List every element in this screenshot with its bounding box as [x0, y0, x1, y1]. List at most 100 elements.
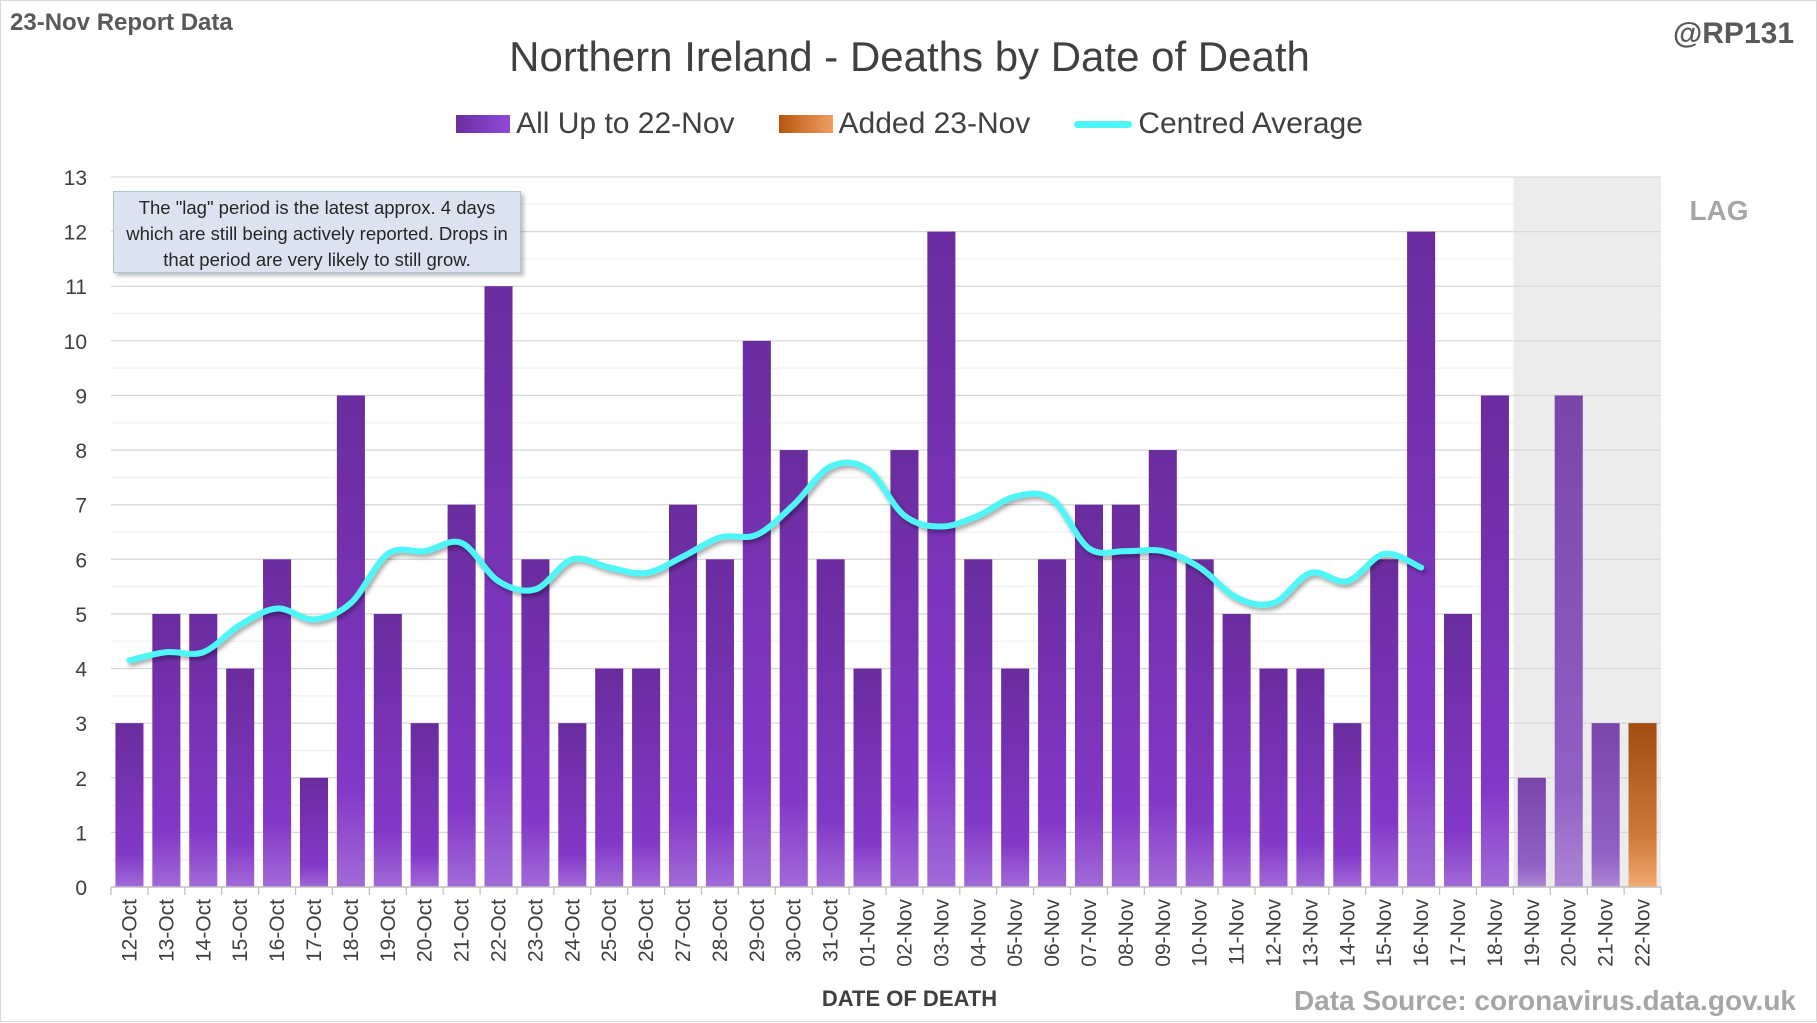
legend-label-added: Added 23-Nov	[838, 107, 1031, 140]
bar-all-15-Nov	[1370, 559, 1399, 887]
legend-swatch-average	[1074, 120, 1133, 128]
x-axis-title: DATE OF DEATH	[821, 986, 998, 1011]
x-tick-label: 07-Nov	[1078, 899, 1101, 967]
x-tick-label: 11-Nov	[1226, 899, 1249, 966]
bar-all-25-Oct	[595, 668, 624, 887]
bar-added-22-Nov	[1628, 723, 1657, 887]
bar-all-20-Oct	[410, 723, 439, 887]
x-tick-label: 04-Nov	[967, 899, 990, 967]
x-tick-label: 17-Oct	[303, 899, 326, 962]
x-tick-label: 21-Oct	[451, 899, 474, 962]
x-tick-label: 12-Oct	[118, 899, 141, 962]
bar-all-21-Nov	[1591, 723, 1620, 887]
y-tick-label: 7	[75, 495, 87, 518]
bar-all-12-Oct	[115, 723, 144, 887]
legend-swatch-added	[778, 115, 833, 133]
bar-all-14-Nov	[1333, 723, 1362, 887]
x-tick-label: 25-Oct	[598, 899, 621, 962]
y-tick-label: 3	[75, 713, 87, 736]
y-tick-label: 1	[75, 822, 87, 845]
x-tick-label: 23-Oct	[524, 899, 547, 962]
data-source: Data Source: coronavirus.data.gov.uk	[1293, 985, 1796, 1016]
legend-label-all: All Up to 22-Nov	[516, 107, 735, 140]
x-tick-label: 05-Nov	[1004, 899, 1027, 967]
bar-all-24-Oct	[558, 723, 587, 887]
author-handle: @RP131	[1673, 17, 1794, 50]
legend-item-added: Added 23-Nov	[778, 107, 1031, 141]
bar-all-07-Nov	[1074, 504, 1103, 887]
lag-note: The "lag" period is the latest approx. 4…	[113, 191, 521, 273]
x-tick-label: 16-Oct	[266, 899, 289, 962]
y-tick-label: 12	[64, 222, 87, 245]
bar-all-09-Nov	[1148, 450, 1177, 887]
x-tick-label: 20-Nov	[1558, 899, 1581, 967]
x-tick-label: 18-Nov	[1484, 899, 1507, 967]
x-tick-label: 15-Oct	[229, 899, 252, 962]
bar-all-19-Oct	[373, 613, 402, 887]
x-tick-label: 27-Oct	[672, 899, 695, 962]
bar-all-17-Nov	[1444, 613, 1473, 887]
x-tick-label: 08-Nov	[1115, 899, 1138, 967]
bar-all-31-Oct	[816, 559, 845, 887]
bar-all-11-Nov	[1222, 613, 1251, 887]
bar-all-29-Oct	[742, 340, 771, 887]
legend-item-average: Centred Average	[1074, 107, 1363, 141]
y-tick-label: 13	[64, 167, 87, 190]
legend-swatch-all	[456, 115, 511, 133]
x-tick-label: 26-Oct	[635, 899, 658, 962]
bar-all-30-Oct	[779, 450, 808, 887]
bar-all-21-Oct	[447, 504, 476, 887]
bar-all-08-Nov	[1111, 504, 1140, 887]
x-tick-label: 17-Nov	[1447, 899, 1470, 967]
bar-all-12-Nov	[1259, 668, 1288, 887]
chart-title: Northern Ireland - Deaths by Date of Dea…	[509, 33, 1310, 80]
centred-average-line	[126, 459, 1425, 664]
y-tick-label: 9	[75, 385, 87, 408]
x-tick-label: 30-Oct	[783, 899, 806, 962]
x-tick-label: 28-Oct	[709, 899, 732, 962]
y-tick-label: 6	[75, 549, 87, 572]
bar-all-27-Oct	[669, 504, 698, 887]
x-tick-label: 06-Nov	[1041, 899, 1064, 967]
x-tick-label: 21-Nov	[1595, 899, 1618, 967]
y-tick-label: 4	[75, 659, 87, 682]
x-tick-label: 22-Oct	[488, 899, 511, 962]
y-tick-label: 5	[75, 604, 87, 627]
bar-all-03-Nov	[927, 231, 956, 888]
bar-all-05-Nov	[1001, 668, 1030, 887]
y-tick-label: 8	[75, 440, 87, 463]
bar-all-10-Nov	[1185, 559, 1214, 887]
x-tick-label: 22-Nov	[1632, 899, 1655, 967]
x-tick-label: 02-Nov	[893, 899, 916, 967]
x-tick-label: 15-Nov	[1373, 899, 1396, 967]
bar-all-20-Nov	[1554, 395, 1583, 887]
bar-all-01-Nov	[853, 668, 882, 887]
y-tick-label: 0	[75, 877, 87, 900]
x-tick-label: 20-Oct	[414, 899, 437, 962]
x-tick-label: 18-Oct	[340, 899, 363, 962]
x-tick-label: 31-Oct	[820, 899, 843, 962]
x-tick-label: 03-Nov	[930, 899, 953, 967]
bar-all-13-Nov	[1296, 668, 1325, 887]
y-tick-label: 10	[64, 331, 87, 354]
y-tick-label: 2	[75, 768, 87, 791]
x-tick-label: 14-Nov	[1336, 899, 1359, 967]
legend-item-all: All Up to 22-Nov	[456, 107, 735, 141]
x-tick-label: 24-Oct	[561, 899, 584, 962]
x-tick-label: 09-Nov	[1152, 899, 1175, 967]
bar-all-13-Oct	[152, 613, 181, 887]
x-tick-label: 19-Oct	[377, 899, 400, 962]
legend: All Up to 22-Nov Added 23-Nov Centred Av…	[1, 107, 1817, 141]
bar-all-18-Oct	[336, 395, 365, 887]
x-tick-label: 12-Nov	[1263, 899, 1286, 967]
bar-all-19-Nov	[1517, 777, 1546, 887]
bar-all-23-Oct	[521, 559, 550, 887]
x-tick-label: 01-Nov	[857, 899, 880, 967]
bar-all-04-Nov	[964, 559, 993, 887]
y-tick-label: 11	[65, 276, 87, 299]
bar-all-18-Nov	[1480, 395, 1509, 887]
bar-all-15-Oct	[226, 668, 255, 887]
x-tick-label: 13-Nov	[1299, 899, 1322, 967]
